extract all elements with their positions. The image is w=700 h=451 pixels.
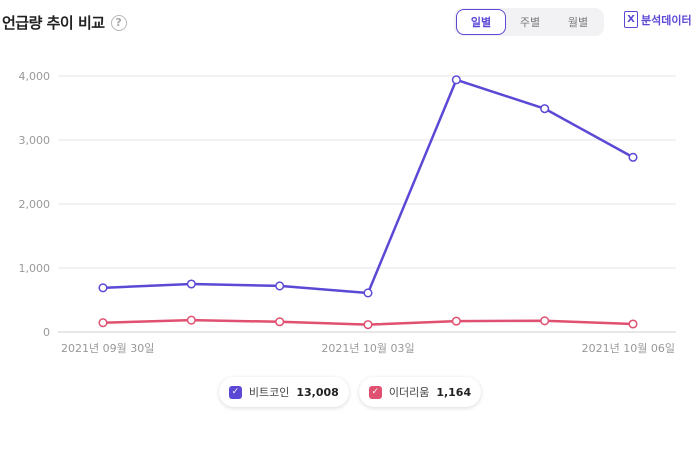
- tab-daily[interactable]: 일별: [456, 9, 506, 35]
- data-point-series-2: [540, 316, 550, 326]
- chart-legend: ✓ 비트코인 13,008 ✓ 이더리움 1,164: [0, 377, 700, 407]
- checkbox-checked-icon: ✓: [368, 385, 382, 399]
- data-point-series-1: [628, 152, 638, 162]
- data-point-series-1: [451, 75, 461, 85]
- tab-weekly[interactable]: 주별: [519, 16, 541, 29]
- legend-item-ethereum[interactable]: ✓ 이더리움 1,164: [358, 377, 482, 407]
- series-line-1: [102, 78, 634, 295]
- y-tick-label: 1,000: [19, 262, 51, 275]
- checkbox-checked-icon: ✓: [228, 385, 242, 399]
- legend-label: 이더리움: [388, 386, 430, 399]
- data-point-series-2: [628, 319, 638, 329]
- page-title: 언급량 추이 비교: [2, 14, 105, 32]
- legend-label: 비트코인: [248, 386, 290, 399]
- x-tick-label: 2021년 10월 03일: [321, 341, 414, 355]
- period-toggle: 일별 주별 월별: [454, 8, 604, 36]
- data-point-series-2: [275, 317, 285, 327]
- tab-monthly[interactable]: 월별: [567, 16, 589, 29]
- data-point-series-2: [98, 318, 108, 328]
- y-tick-label: 2,000: [19, 198, 51, 211]
- excel-icon: X: [624, 11, 638, 28]
- line-chart: 0 1,000 2,000 3,000 4,000 2021년 09월 30일 2021년 …: [19, 70, 676, 355]
- data-point-series-1: [275, 281, 285, 291]
- legend-count: 1,164: [436, 385, 472, 399]
- data-point-series-1: [363, 288, 373, 298]
- chart-header: 언급량 추이 비교 ?: [2, 12, 127, 33]
- y-tick-label: 0: [43, 326, 50, 339]
- data-point-series-1: [186, 279, 196, 289]
- data-point-series-2: [451, 316, 461, 326]
- data-point-series-1: [98, 283, 108, 293]
- data-point-series-2: [186, 315, 196, 325]
- x-tick-label: 2021년 09월 30일: [61, 341, 154, 355]
- y-tick-label: 4,000: [19, 70, 51, 83]
- export-data-button[interactable]: X 분석데이터: [624, 11, 692, 28]
- y-tick-label: 3,000: [19, 134, 51, 147]
- data-point-series-2: [363, 320, 373, 330]
- x-tick-label: 2021년 10월 06일: [582, 341, 675, 355]
- data-point-series-1: [540, 104, 550, 114]
- legend-count: 13,008: [296, 385, 339, 399]
- question-circle-icon[interactable]: ?: [110, 14, 127, 31]
- legend-item-bitcoin[interactable]: ✓ 비트코인 13,008: [218, 377, 349, 407]
- export-label: 분석데이터: [641, 13, 692, 27]
